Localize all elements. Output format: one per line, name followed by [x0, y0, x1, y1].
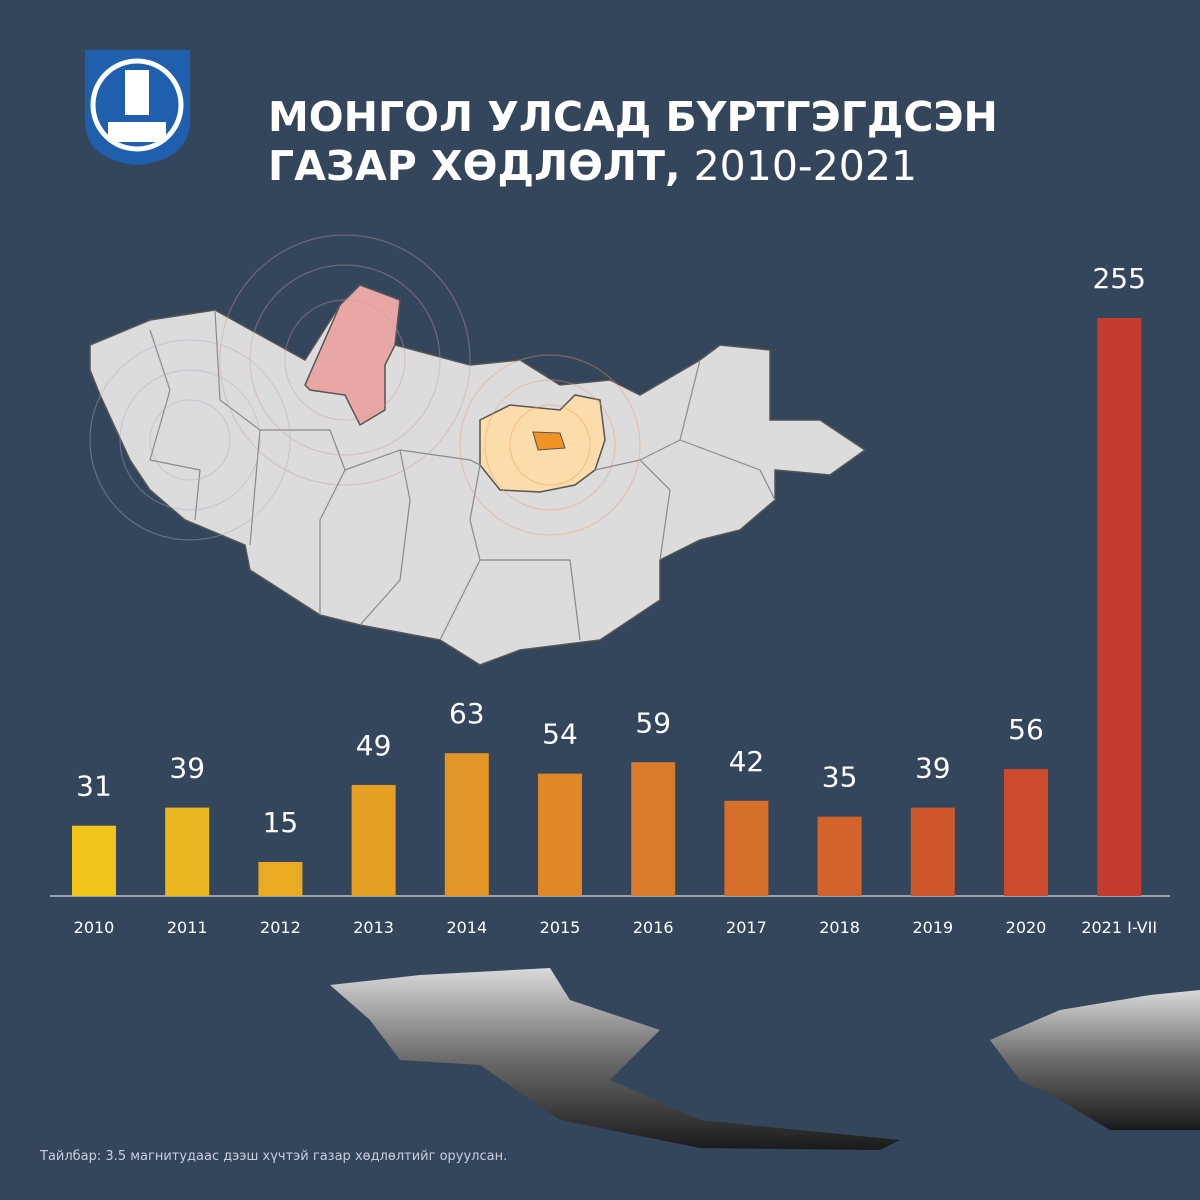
x-tick-label: 2012 — [260, 918, 301, 937]
value-label: 35 — [822, 761, 858, 794]
value-label: 255 — [1092, 262, 1145, 295]
bar — [351, 784, 396, 896]
x-tick-label: 2018 — [819, 918, 860, 937]
value-label: 49 — [356, 729, 392, 762]
bar — [1097, 318, 1142, 896]
bar — [817, 816, 862, 896]
value-label: 54 — [542, 718, 578, 751]
bar — [258, 862, 303, 896]
x-tick-label: 2021 I-VII — [1081, 918, 1157, 937]
bar — [724, 800, 769, 896]
value-label: 15 — [263, 806, 299, 839]
x-tick-label: 2016 — [633, 918, 674, 937]
value-label: 42 — [729, 745, 765, 778]
x-tick-label: 2011 — [167, 918, 208, 937]
bar — [72, 825, 116, 896]
bar — [631, 762, 676, 896]
value-label: 39 — [915, 752, 951, 785]
value-label: 31 — [76, 770, 112, 803]
value-label: 59 — [635, 706, 671, 739]
cracks — [330, 968, 1200, 1150]
bar — [910, 807, 955, 896]
value-label: 56 — [1008, 713, 1044, 746]
x-tick-label: 2015 — [540, 918, 581, 937]
title-years: 2010-2021 — [694, 142, 917, 190]
logo — [85, 50, 190, 165]
map — [89, 234, 867, 666]
note: Тайлбар: 3.5 магнитудаас дээш хүчтэй газ… — [39, 1149, 507, 1164]
title-line-2: ГАЗАР ХӨДЛӨЛТ, 2010-2021 — [268, 142, 917, 190]
x-tick-label: 2020 — [1006, 918, 1047, 937]
x-tick-label: 2013 — [353, 918, 394, 937]
x-tick-label: 2010 — [74, 918, 115, 937]
bar — [165, 807, 210, 896]
x-tick-label: 2017 — [726, 918, 767, 937]
title-bold: ГАЗАР ХӨДЛӨЛТ, — [268, 142, 681, 190]
title-line-1: МОНГОЛ УЛСАД БҮРТГЭГДСЭН — [268, 93, 998, 141]
bar — [538, 773, 582, 896]
value-label: 39 — [169, 752, 205, 785]
bar — [444, 753, 489, 896]
x-tick-label: 2019 — [912, 918, 953, 937]
value-label: 63 — [449, 697, 485, 730]
bar — [1004, 769, 1048, 896]
x-tick-label: 2014 — [446, 918, 487, 937]
